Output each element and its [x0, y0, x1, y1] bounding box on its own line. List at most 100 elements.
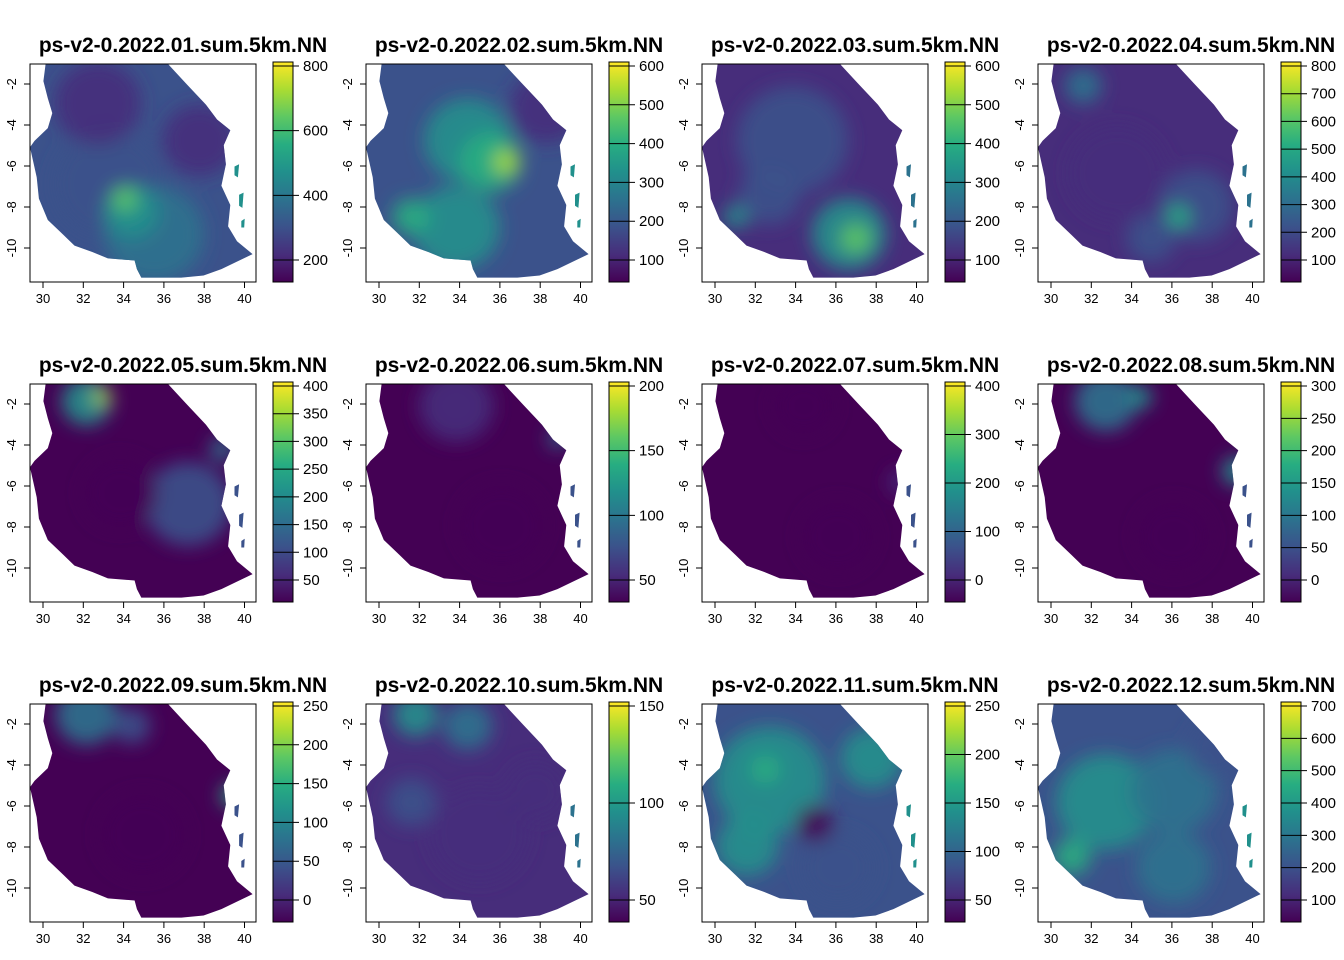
x-tick-label: 32	[748, 611, 762, 626]
legend-colorbar	[608, 701, 630, 923]
map-panel: ps-v2-0.2022.07.sum.5km.NN 30 32 34 36 38 40 -2…	[676, 354, 1000, 626]
island-shape	[913, 218, 917, 228]
legend-colorbar	[272, 381, 294, 603]
island-shape	[1242, 164, 1247, 178]
x-tick-label: 36	[157, 611, 171, 626]
legend-colorbar	[608, 381, 630, 603]
legend-tick-label: 500	[975, 97, 1000, 114]
y-tick-label: -4	[1012, 759, 1027, 771]
raster-map	[366, 64, 589, 278]
x-tick-label: 34	[788, 291, 802, 306]
island-shape	[1247, 512, 1252, 528]
panel-title: ps-v2-0.2022.01.sum.5km.NN	[39, 34, 327, 57]
legend-colorbar	[272, 701, 294, 923]
x-tick-label: 38	[533, 611, 547, 626]
y-tick-label: -6	[4, 800, 19, 812]
y-tick-label: -4	[4, 759, 19, 771]
x-tick-label: 40	[909, 611, 923, 626]
x-tick-label: 34	[452, 931, 466, 946]
island-shape	[570, 164, 575, 178]
x-tick-label: 40	[237, 611, 251, 626]
y-tick-label: -6	[4, 480, 19, 492]
y-tick-label: -8	[676, 521, 691, 533]
raster-map	[30, 384, 253, 598]
island-shape	[241, 538, 245, 548]
x-tick-label: 36	[493, 611, 507, 626]
x-tick-label: 34	[1124, 291, 1138, 306]
y-tick-label: -6	[676, 160, 691, 172]
raster-map	[1038, 384, 1261, 598]
x-tick-label: 32	[1084, 931, 1098, 946]
legend-tick-label: 400	[303, 187, 328, 204]
legend-tick-label: 200	[975, 213, 1000, 230]
legend-tick-label: 250	[975, 698, 1000, 715]
island-shape	[1247, 832, 1252, 848]
legend-tick-label: 600	[975, 58, 1000, 75]
island-shape	[570, 484, 575, 498]
map-panel: ps-v2-0.2022.03.sum.5km.NN 30 32 34 36 38 40 -2…	[676, 34, 1000, 306]
plot-frame	[29, 703, 257, 923]
y-tick-label: -2	[4, 78, 19, 90]
legend-tick-label: 100	[975, 524, 1000, 541]
map-panel: ps-v2-0.2022.05.sum.5km.NN 30 32 34 36 38 40 -2…	[4, 354, 328, 626]
x-tick-label: 30	[372, 931, 386, 946]
plot-frame	[1037, 63, 1265, 283]
x-tick-label: 36	[829, 291, 843, 306]
x-tick-label: 40	[909, 291, 923, 306]
y-tick-label: -2	[4, 398, 19, 410]
x-tick-label: 38	[197, 931, 211, 946]
legend-tick-label: 100	[975, 844, 1000, 861]
x-tick-label: 30	[708, 931, 722, 946]
legend-tick-label: 150	[639, 698, 664, 715]
plot-frame	[365, 703, 593, 923]
x-tick-label: 30	[1044, 611, 1058, 626]
legend-tick-label: 0	[303, 892, 311, 909]
legend-tick-label: 100	[975, 252, 1000, 269]
island-shape	[913, 858, 917, 868]
legend-tick-label: 800	[303, 58, 328, 75]
x-tick-label: 32	[412, 291, 426, 306]
y-tick-label: -2	[676, 398, 691, 410]
legend-tick-label: 600	[639, 58, 664, 75]
island-shape	[911, 192, 916, 208]
legend-colorbar	[1280, 701, 1302, 923]
legend-tick-label: 200	[1311, 860, 1336, 877]
panel-title: ps-v2-0.2022.12.sum.5km.NN	[1047, 674, 1335, 697]
y-tick-label: -8	[676, 201, 691, 213]
panel-title: ps-v2-0.2022.03.sum.5km.NN	[711, 34, 999, 57]
x-tick-label: 38	[197, 611, 211, 626]
legend-tick-label: 150	[639, 443, 664, 460]
y-tick-label: -2	[340, 718, 355, 730]
y-tick-label: -10	[676, 559, 691, 578]
x-tick-label: 40	[237, 931, 251, 946]
y-tick-label: -10	[4, 879, 19, 898]
x-tick-label: 34	[452, 291, 466, 306]
legend-tick-label: 200	[303, 252, 328, 269]
map-panel: ps-v2-0.2022.01.sum.5km.NN 30 32 34 36 38 40 -2…	[4, 34, 328, 306]
y-tick-label: -6	[1012, 160, 1027, 172]
legend-tick-label: 300	[639, 174, 664, 191]
y-tick-label: -2	[676, 718, 691, 730]
y-tick-label: -10	[340, 239, 355, 258]
legend-tick-label: 50	[639, 572, 656, 589]
legend-tick-label: 200	[1311, 443, 1336, 460]
legend-tick-label: 100	[303, 814, 328, 831]
x-tick-label: 36	[829, 931, 843, 946]
x-tick-label: 40	[909, 931, 923, 946]
legend-tick-label: 200	[303, 489, 328, 506]
x-tick-label: 40	[573, 931, 587, 946]
x-tick-label: 40	[573, 291, 587, 306]
x-tick-label: 30	[372, 291, 386, 306]
x-tick-label: 30	[372, 611, 386, 626]
y-tick-label: -6	[1012, 480, 1027, 492]
island-shape	[575, 512, 580, 528]
x-tick-label: 36	[1165, 611, 1179, 626]
island-shape	[239, 832, 244, 848]
legend-tick-label: 0	[1311, 572, 1319, 589]
legend-tick-label: 100	[639, 252, 664, 269]
x-tick-label: 40	[573, 611, 587, 626]
legend-colorbar	[1280, 61, 1302, 283]
legend-tick-label: 500	[1311, 141, 1336, 158]
legend-tick-label: 600	[1311, 730, 1336, 747]
y-tick-label: -2	[1012, 398, 1027, 410]
